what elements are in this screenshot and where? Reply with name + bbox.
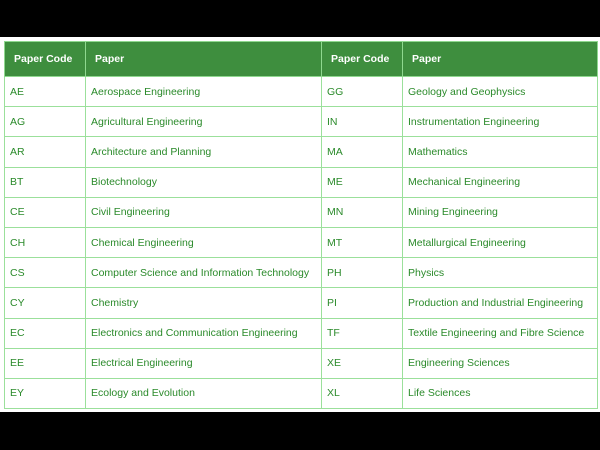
paper-code-cell: CY	[4, 287, 86, 319]
paper-code-cell: XL	[321, 377, 403, 410]
paper-code-cell: MN	[321, 196, 403, 228]
paper-name-cell: Chemical Engineering	[85, 226, 322, 259]
paper-code-cell: PH	[321, 257, 403, 289]
paper-name-cell: Civil Engineering	[85, 196, 322, 228]
table-row: AG Agricultural Engineering IN Instrumen…	[4, 106, 598, 138]
paper-code-table: Paper Code Paper Paper Code Paper AE Aer…	[4, 41, 598, 410]
paper-code-cell: TF	[321, 317, 403, 349]
paper-name-cell: Electrical Engineering	[85, 347, 322, 379]
paper-name-cell: Architecture and Planning	[85, 136, 322, 168]
paper-code-cell: CH	[4, 226, 86, 259]
table-row: CS Computer Science and Information Tech…	[4, 257, 598, 289]
paper-name-cell: Life Sciences	[402, 377, 598, 410]
table-row: CH Chemical Engineering MT Metallurgical…	[4, 226, 598, 259]
paper-name-cell: Instrumentation Engineering	[402, 106, 598, 138]
paper-code-cell: AG	[4, 106, 86, 138]
paper-name-cell: Physics	[402, 257, 598, 289]
header-paper-code-right: Paper Code	[321, 41, 403, 77]
header-row: Paper Code Paper Paper Code Paper	[4, 41, 598, 77]
table-row: EC Electronics and Communication Enginee…	[4, 317, 598, 349]
header-paper-right: Paper	[402, 41, 598, 77]
header-paper-left: Paper	[85, 41, 322, 77]
table-row: CE Civil Engineering MN Mining Engineeri…	[4, 196, 598, 228]
paper-name-cell: Ecology and Evolution	[85, 377, 322, 410]
paper-code-cell: AE	[4, 75, 86, 108]
paper-code-cell: PI	[321, 287, 403, 319]
table-row: CY Chemistry PI Production and Industria…	[4, 287, 598, 319]
paper-name-cell: Production and Industrial Engineering	[402, 287, 598, 319]
table-header: Paper Code Paper Paper Code Paper	[4, 41, 598, 77]
paper-code-cell: GG	[321, 75, 403, 108]
table-row: EY Ecology and Evolution XL Life Science…	[4, 377, 598, 410]
paper-code-cell: EE	[4, 347, 86, 379]
table-row: EE Electrical Engineering XE Engineering…	[4, 347, 598, 379]
paper-code-cell: AR	[4, 136, 86, 168]
paper-code-cell: EC	[4, 317, 86, 349]
paper-code-cell: XE	[321, 347, 403, 379]
paper-code-cell: EY	[4, 377, 86, 410]
paper-name-cell: Agricultural Engineering	[85, 106, 322, 138]
page-frame: Paper Code Paper Paper Code Paper AE Aer…	[0, 37, 600, 412]
table-row: AR Architecture and Planning MA Mathemat…	[4, 136, 598, 168]
paper-name-cell: Mathematics	[402, 136, 598, 168]
paper-code-cell: MT	[321, 226, 403, 259]
paper-name-cell: Textile Engineering and Fibre Science	[402, 317, 598, 349]
table-row: BT Biotechnology ME Mechanical Engineeri…	[4, 166, 598, 198]
paper-name-cell: Chemistry	[85, 287, 322, 319]
paper-name-cell: Biotechnology	[85, 166, 322, 198]
paper-name-cell: Aerospace Engineering	[85, 75, 322, 108]
table-row: AE Aerospace Engineering GG Geology and …	[4, 75, 598, 108]
paper-code-cell: CS	[4, 257, 86, 289]
paper-name-cell: Geology and Geophysics	[402, 75, 598, 108]
paper-name-cell: Mining Engineering	[402, 196, 598, 228]
paper-name-cell: Engineering Sciences	[402, 347, 598, 379]
paper-name-cell: Electronics and Communication Engineerin…	[85, 317, 322, 349]
header-paper-code-left: Paper Code	[4, 41, 86, 77]
paper-code-cell: ME	[321, 166, 403, 198]
paper-code-cell: MA	[321, 136, 403, 168]
paper-code-cell: BT	[4, 166, 86, 198]
paper-code-cell: IN	[321, 106, 403, 138]
table-body: AE Aerospace Engineering GG Geology and …	[4, 75, 598, 410]
paper-code-cell: CE	[4, 196, 86, 228]
paper-name-cell: Mechanical Engineering	[402, 166, 598, 198]
paper-name-cell: Metallurgical Engineering	[402, 226, 598, 259]
paper-name-cell: Computer Science and Information Technol…	[85, 257, 322, 289]
